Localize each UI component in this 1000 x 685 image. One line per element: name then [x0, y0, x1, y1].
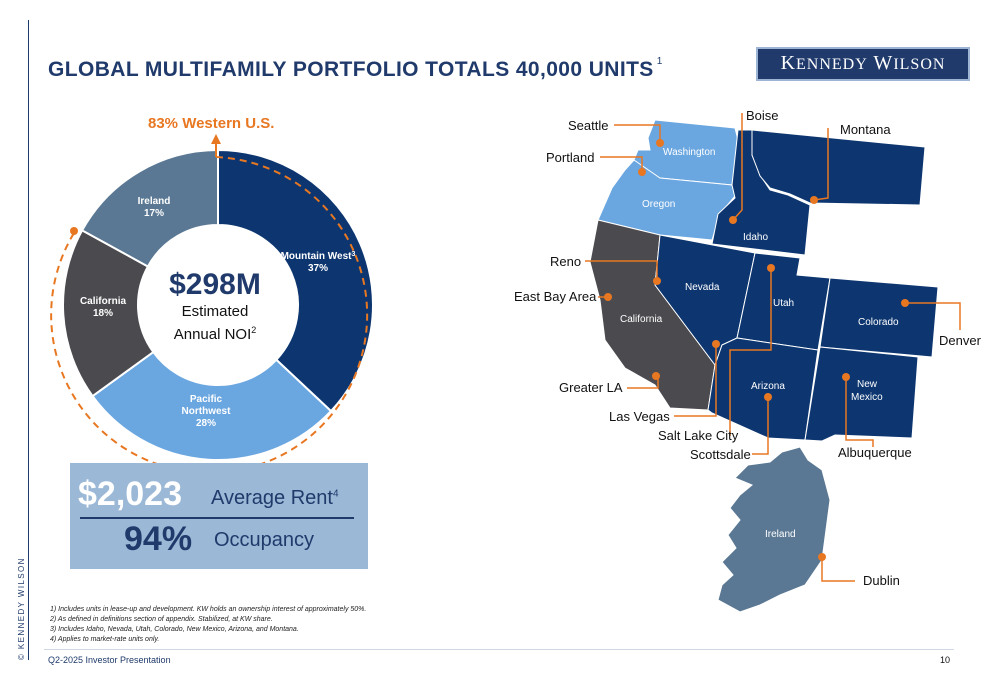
state-label-new-mexico-line1: New: [857, 379, 878, 390]
marker-greater-la: [652, 372, 660, 380]
montana-shape: [751, 129, 926, 206]
noi-value: $298M: [169, 268, 261, 301]
stats-panel: $2,023 Average Rent4 94% Occupancy: [70, 463, 368, 569]
marker-portland: [638, 168, 646, 176]
footnote-2: 2) As defined in definitions section of …: [50, 616, 273, 623]
page-title: GLOBAL MULTIFAMILY PORTFOLIO TOTALS 40,0…: [48, 56, 663, 81]
occupancy-label: Occupancy: [214, 529, 315, 551]
marker-montana: [810, 196, 818, 204]
footnote-3: 3) Includes Idaho, Nevada, Utah, Colorad…: [50, 626, 299, 633]
noi-label-line1: Estimated: [181, 303, 249, 320]
city-scottsdale: Scottsdale: [690, 447, 751, 462]
donut-slice-pacific-northwest: [91, 350, 333, 461]
colorado-shape: [819, 277, 939, 358]
donut-slice-ireland: [80, 148, 219, 268]
leader-lines: [585, 113, 961, 582]
oregon-shape: [597, 159, 736, 241]
new-mexico-shape: [804, 346, 919, 442]
city-dublin: Dublin: [863, 573, 900, 588]
western-us-callout: 83% Western U.S.: [148, 115, 275, 132]
marker-las-vegas: [712, 340, 720, 348]
city-markers: [604, 139, 909, 561]
marker-dublin: [818, 553, 826, 561]
city-salt-lake-city: Salt Lake City: [658, 428, 739, 443]
footer-presentation-title: Q2-2025 Investor Presentation: [48, 655, 171, 665]
city-boise: Boise: [746, 108, 779, 123]
occupancy-value: 94%: [124, 520, 193, 558]
map: Washington Oregon Idaho California Nevad…: [514, 108, 982, 613]
slice-label-mountain-west: Mountain West3 37%: [281, 251, 356, 275]
state-label-california: California: [620, 314, 663, 325]
footer-rule: [44, 649, 954, 650]
marker-denver: [901, 299, 909, 307]
marker-salt-lake-city: [767, 264, 775, 272]
western-us-arc: [50, 134, 369, 474]
marker-albuquerque: [842, 373, 850, 381]
average-rent-value: $2,023: [78, 475, 182, 513]
state-label-oregon: Oregon: [642, 199, 675, 210]
marker-scottsdale: [764, 393, 772, 401]
slice-label-ireland: Ireland 17%: [138, 196, 171, 219]
donut-center: $298M Estimated Annual NOI2: [130, 268, 300, 344]
slice-label-california: California 18%: [80, 296, 127, 319]
state-label-nevada: Nevada: [685, 282, 720, 293]
marker-boise: [729, 216, 737, 224]
stats-divider: [80, 517, 354, 519]
ireland-shape: [717, 446, 831, 613]
city-greater-la: Greater LA: [559, 380, 623, 395]
state-label-colorado: Colorado: [858, 317, 899, 328]
average-rent-label: Average Rent4: [211, 487, 339, 509]
state-label-washington: Washington: [663, 147, 715, 158]
state-label-ireland: Ireland: [765, 529, 796, 540]
marker-reno: [653, 277, 661, 285]
slice-label-pacific-northwest: Pacific Northwest 28%: [182, 394, 232, 429]
city-seattle: Seattle: [568, 118, 608, 133]
marker-east-bay: [604, 293, 612, 301]
city-portland: Portland: [546, 150, 594, 165]
state-label-idaho: Idaho: [743, 232, 768, 243]
city-montana: Montana: [840, 122, 891, 137]
state-label-new-mexico-line2: Mexico: [851, 392, 883, 403]
arizona-shape: [707, 337, 819, 441]
city-las-vegas: Las Vegas: [609, 409, 670, 424]
city-albuquerque: Albuquerque: [838, 445, 912, 460]
footnotes: 1) Includes units in lease-up and develo…: [50, 605, 366, 645]
donut-chart: Mountain West3 37% Pacific Northwest 28% Cali…: [62, 148, 374, 461]
city-denver: Denver: [939, 333, 982, 348]
marker-seattle: [656, 139, 664, 147]
kennedy-wilson-logo: KENNEDY WILSON: [756, 47, 970, 81]
noi-label-line2: Annual NOI2: [173, 325, 257, 343]
city-east-bay: East Bay Area: [514, 289, 597, 304]
footnote-1: 1) Includes units in lease-up and develo…: [50, 606, 367, 613]
footnote-4: 4) Applies to market-rate units only.: [50, 636, 160, 643]
city-reno: Reno: [550, 254, 581, 269]
left-rule: [28, 20, 29, 660]
state-label-arizona: Arizona: [751, 381, 785, 392]
page-number: 10: [940, 655, 951, 665]
state-label-utah: Utah: [773, 298, 794, 309]
